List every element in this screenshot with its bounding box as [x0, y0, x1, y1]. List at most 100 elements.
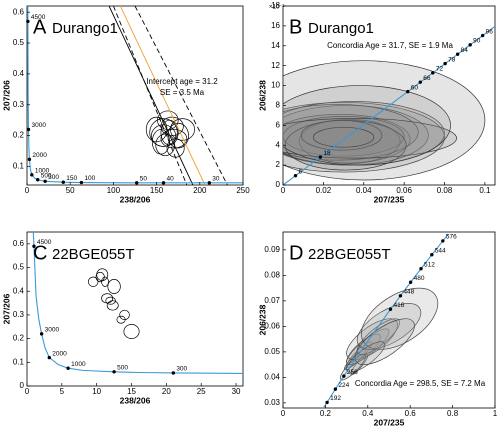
error-ellipse — [123, 324, 140, 339]
y-tick-label: 0.05 — [264, 347, 280, 356]
age-label: 18 — [323, 150, 331, 157]
age-marker — [30, 173, 34, 177]
age-label: 2000 — [32, 152, 47, 159]
age-label: 96 — [486, 28, 494, 35]
age-label: 100 — [84, 175, 95, 182]
age-label: 40 — [167, 176, 175, 183]
x-tick-label: 5 — [60, 387, 65, 396]
age-label: 448 — [403, 288, 414, 295]
age-label: 3000 — [31, 122, 46, 129]
y-tick-label: 0.4 — [13, 286, 25, 295]
concordia-curve — [32, 232, 243, 374]
y-tick-label: 0.04 — [264, 373, 280, 382]
y-tick-label: 6 — [276, 120, 281, 129]
y-tick-label: 18 — [271, 1, 280, 10]
age-marker — [171, 371, 176, 375]
age-label: 224 — [338, 382, 349, 389]
plot-area — [27, 6, 243, 185]
x-tick-label: 0 — [281, 186, 286, 195]
y-tick-label: 0.08 — [264, 270, 280, 279]
age-marker — [398, 294, 403, 298]
y-tick-label: 0.6 — [13, 239, 25, 248]
age-label: 30 — [212, 176, 220, 183]
y-tick-label: 0.5 — [13, 38, 25, 47]
error-ellipse — [283, 118, 457, 159]
discordia-line — [108, 6, 194, 185]
age-label: 6 — [299, 168, 303, 175]
age-marker — [342, 374, 346, 378]
age-label: 60 — [411, 84, 419, 91]
y-tick-label: 0.6 — [13, 7, 25, 16]
y-tick-label: 0.4 — [13, 69, 25, 78]
age-marker — [112, 370, 116, 374]
x-tick-label: 30 — [232, 387, 241, 396]
age-marker — [135, 181, 139, 185]
age-marker — [207, 181, 212, 185]
concordia-curve — [27, 6, 243, 184]
age-label: 192 — [330, 395, 341, 402]
x-tick-label: 0.6 — [405, 409, 417, 418]
x-tick-label: 0 — [25, 387, 30, 396]
age-marker — [293, 173, 298, 178]
y-tick-label: 0.2 — [13, 131, 25, 140]
age-marker — [161, 181, 166, 185]
error-ellipse — [105, 296, 116, 305]
y-multiplier: ×10⁻³ — [269, 5, 284, 11]
error-ellipse — [160, 129, 188, 149]
panel-letter: C — [33, 242, 47, 264]
age-marker — [408, 280, 413, 284]
age-marker — [430, 253, 434, 257]
age-marker — [418, 80, 422, 84]
x-tick-label: 0.1 — [479, 186, 491, 195]
age-marker — [406, 89, 410, 94]
age-label: 90 — [473, 38, 481, 45]
age-marker — [27, 157, 32, 162]
age-marker — [26, 19, 30, 24]
y-tick-label: 0.09 — [264, 245, 280, 254]
annotation: Concordia Age = 298.5, SE = 7.2 Ma — [355, 379, 486, 388]
annotation: Intercept age = 31.2 — [146, 77, 218, 86]
y-tick-label: 0.07 — [264, 296, 280, 305]
x-axis-label: 238/206 — [120, 194, 151, 204]
y-tick-label: 12 — [271, 61, 280, 70]
concordia-curve — [322, 233, 449, 408]
error-ellipse — [300, 120, 383, 151]
age-label: 480 — [414, 275, 425, 282]
x-tick-label: 10 — [92, 387, 101, 396]
concordia-curve — [283, 25, 495, 185]
age-marker — [419, 267, 423, 271]
age-marker — [431, 71, 435, 75]
error-ellipse — [283, 85, 451, 166]
x-tick-label: 20 — [162, 387, 171, 396]
x-tick-label: 50 — [66, 186, 75, 195]
y-axis-label: 206/238 — [257, 304, 267, 335]
error-ellipse — [167, 122, 189, 149]
error-ellipse — [283, 104, 419, 161]
age-marker — [39, 332, 44, 336]
error-ellipse — [101, 276, 109, 287]
y-tick-label: 2 — [276, 160, 281, 169]
panel-title: Durango1 — [52, 20, 118, 37]
age-label: 500 — [117, 365, 128, 372]
age-marker — [443, 61, 447, 66]
age-marker — [325, 400, 329, 405]
error-ellipse — [354, 318, 415, 365]
y-tick-label: 8 — [276, 101, 281, 110]
x-axis-label: 207/235 — [374, 417, 405, 427]
x-tick-label: 0.08 — [437, 186, 453, 195]
age-label: 72 — [436, 66, 444, 73]
age-marker — [26, 127, 31, 132]
age-marker — [36, 178, 40, 182]
x-axis-label: 238/206 — [120, 395, 151, 405]
age-label: 50 — [140, 176, 148, 183]
age-label: 300 — [48, 174, 59, 181]
y-tick-label: 0.3 — [13, 310, 25, 319]
error-ellipse — [107, 279, 121, 294]
age-label: 256 — [347, 369, 358, 376]
y-tick-label: 0 — [276, 180, 281, 189]
age-label: 78 — [448, 56, 456, 63]
x-tick-label: 1 — [493, 409, 498, 418]
error-ellipse — [116, 315, 126, 324]
plot-frame — [282, 231, 496, 409]
